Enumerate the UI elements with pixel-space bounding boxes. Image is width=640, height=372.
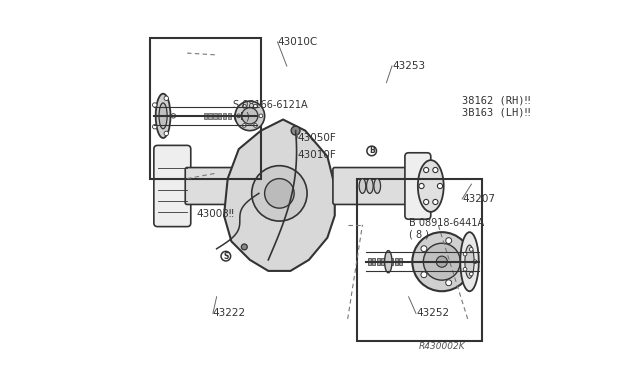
Circle shape (264, 179, 294, 208)
Bar (399, 258, 402, 265)
Circle shape (243, 124, 246, 127)
Bar (218, 113, 221, 119)
Circle shape (419, 183, 424, 189)
Ellipse shape (385, 251, 392, 273)
Bar (390, 258, 393, 265)
Bar (377, 258, 380, 265)
Text: 43003‼: 43003‼ (196, 209, 234, 219)
Circle shape (461, 259, 467, 264)
Circle shape (253, 124, 257, 127)
Bar (150, 38, 261, 179)
Circle shape (243, 105, 246, 108)
Circle shape (237, 114, 241, 118)
Circle shape (433, 199, 438, 205)
Text: 43252: 43252 (416, 308, 449, 318)
Text: B: B (369, 147, 374, 155)
Text: 43222: 43222 (213, 308, 246, 318)
Bar (228, 113, 231, 119)
Circle shape (424, 243, 460, 280)
Circle shape (421, 272, 427, 278)
Ellipse shape (418, 160, 444, 212)
Ellipse shape (359, 179, 366, 193)
FancyBboxPatch shape (333, 167, 410, 205)
Ellipse shape (460, 232, 479, 291)
Bar (223, 113, 226, 119)
Circle shape (469, 272, 473, 276)
Bar (213, 113, 216, 119)
Text: 43050F: 43050F (298, 133, 337, 143)
Bar (357, 179, 483, 341)
Text: 38162 (RH)‼
3B163 (LH)‼: 38162 (RH)‼ 3B163 (LH)‼ (462, 96, 531, 118)
Text: 43010F: 43010F (298, 150, 337, 160)
Circle shape (437, 183, 443, 189)
Bar (381, 258, 384, 265)
Circle shape (473, 260, 477, 263)
Circle shape (424, 167, 429, 173)
Circle shape (421, 246, 427, 251)
Ellipse shape (159, 103, 167, 129)
Bar (209, 113, 212, 119)
Circle shape (152, 103, 157, 107)
Circle shape (152, 125, 157, 129)
Bar (386, 258, 388, 265)
Polygon shape (224, 119, 335, 271)
Circle shape (252, 166, 307, 221)
Text: S 08166-6121A
( I ): S 08166-6121A ( I ) (233, 99, 308, 121)
Circle shape (291, 126, 300, 135)
Circle shape (253, 105, 257, 108)
Text: 43010C: 43010C (278, 37, 318, 47)
Text: S: S (223, 251, 228, 261)
Bar (372, 258, 376, 265)
Ellipse shape (465, 245, 474, 278)
FancyBboxPatch shape (185, 167, 252, 205)
Bar (368, 258, 371, 265)
Circle shape (436, 256, 447, 267)
Ellipse shape (367, 179, 373, 193)
Ellipse shape (374, 179, 381, 193)
Circle shape (259, 114, 263, 118)
Circle shape (469, 247, 473, 251)
Circle shape (164, 96, 168, 100)
FancyBboxPatch shape (154, 145, 191, 227)
Circle shape (445, 238, 452, 244)
Circle shape (412, 232, 472, 291)
Circle shape (433, 167, 438, 173)
Circle shape (463, 267, 467, 271)
Text: B 08918-6441A
( 8 ): B 08918-6441A ( 8 ) (408, 218, 484, 239)
Circle shape (164, 131, 168, 136)
Text: 43253: 43253 (392, 61, 425, 71)
Bar (204, 113, 207, 119)
Circle shape (241, 244, 247, 250)
Ellipse shape (156, 94, 170, 138)
Circle shape (221, 251, 230, 261)
Text: R430002K: R430002K (419, 342, 466, 351)
Circle shape (463, 252, 467, 256)
Bar (395, 258, 397, 265)
Text: 43207: 43207 (462, 194, 495, 204)
Circle shape (367, 146, 376, 156)
Circle shape (445, 280, 452, 286)
Circle shape (172, 113, 175, 118)
FancyBboxPatch shape (405, 153, 431, 219)
Circle shape (242, 108, 258, 124)
Circle shape (235, 101, 264, 131)
Circle shape (424, 199, 429, 205)
